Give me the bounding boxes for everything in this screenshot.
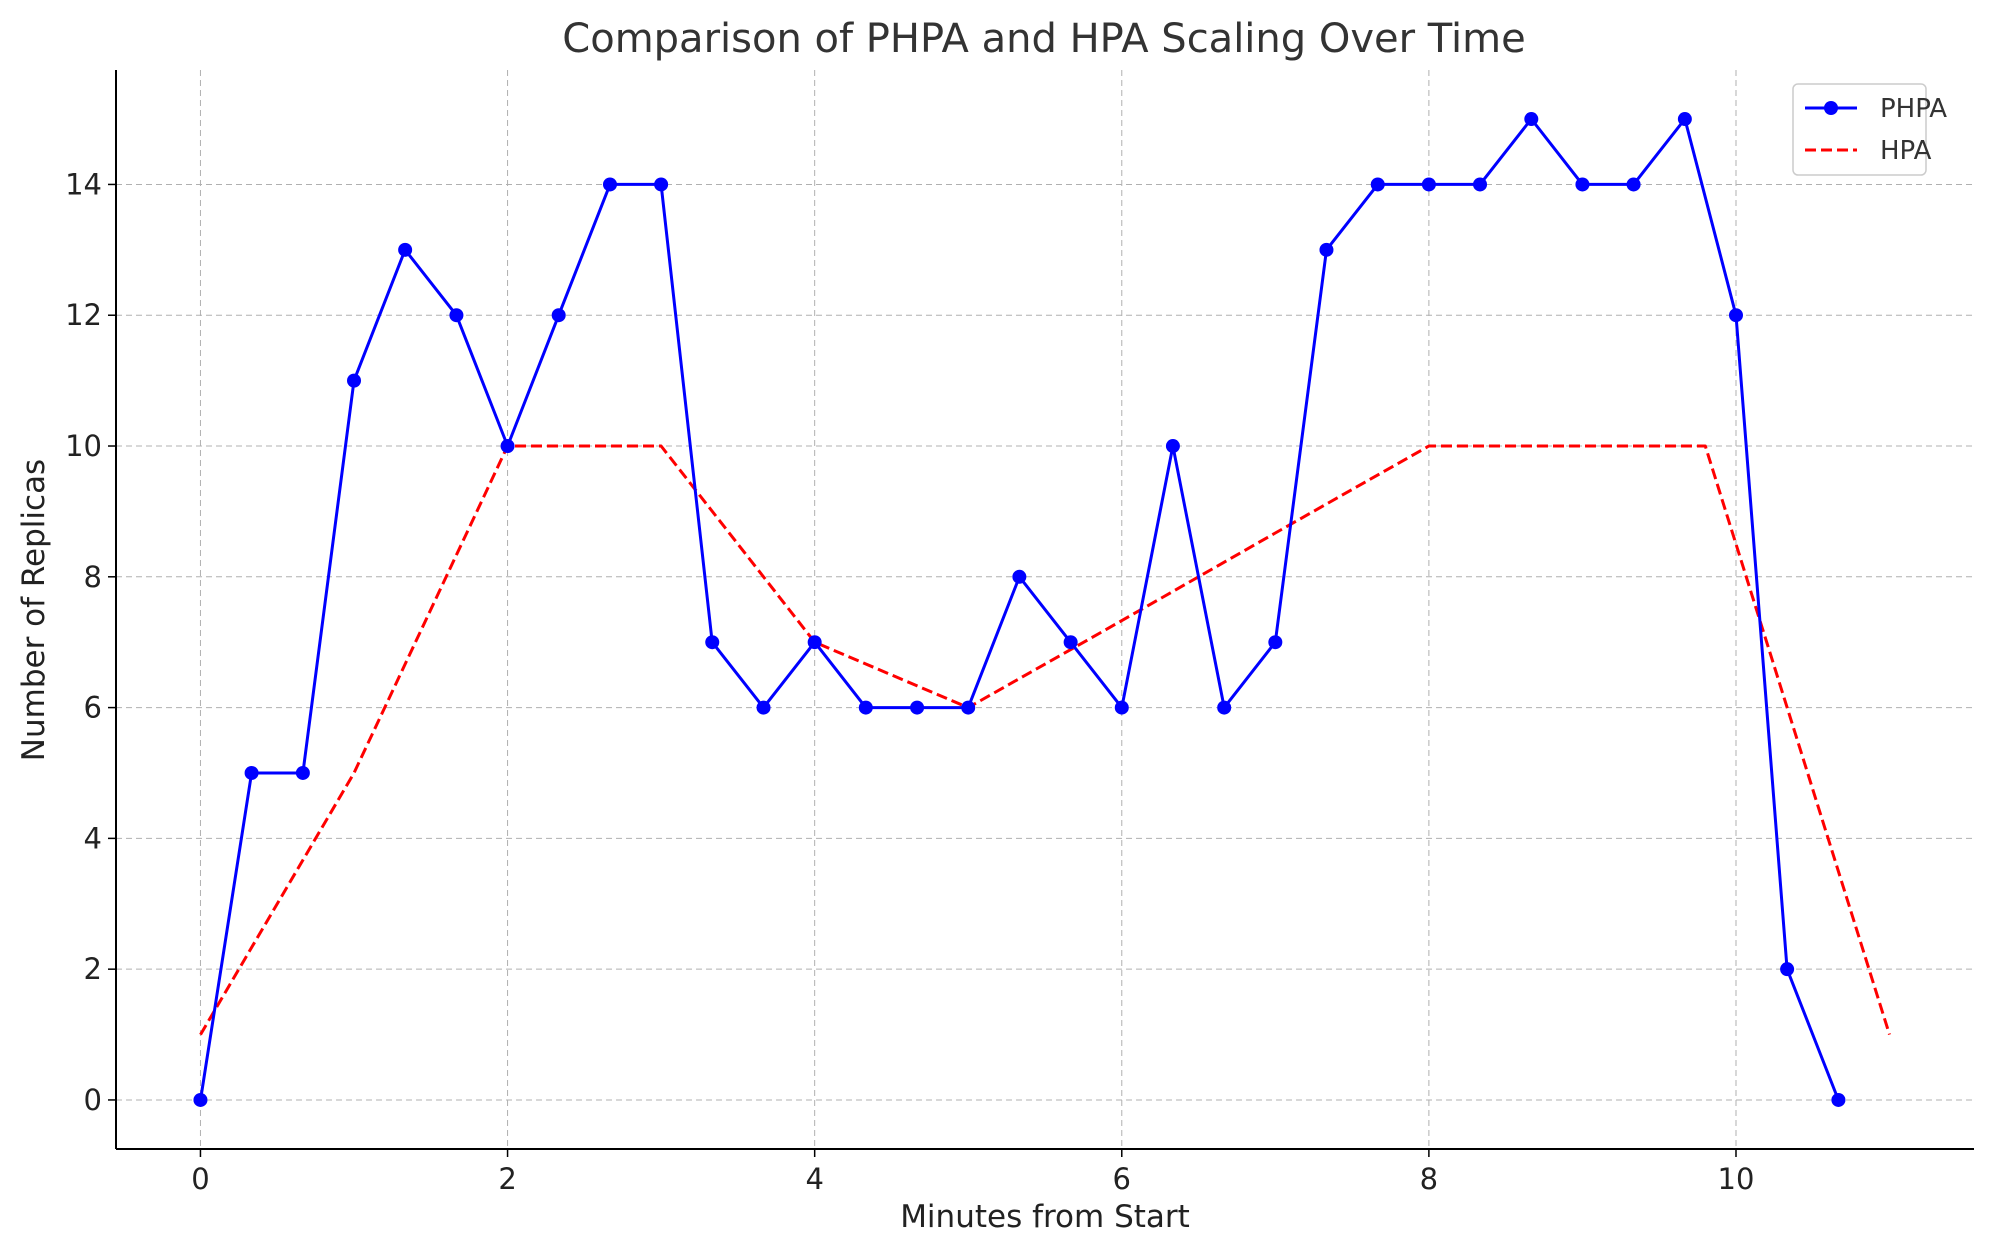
x-tick-label: 8: [1420, 1162, 1438, 1196]
series-phpa-point: [244, 765, 259, 780]
x-tick-label: 0: [191, 1162, 209, 1196]
legend-phpa-marker: [1824, 101, 1838, 115]
series-phpa-point: [398, 242, 413, 257]
series-layer: [193, 112, 1891, 1107]
series-phpa-point: [347, 373, 362, 388]
series-phpa-point: [1012, 569, 1027, 584]
x-tick-label: 6: [1113, 1162, 1131, 1196]
series-phpa-point: [1114, 700, 1129, 715]
series-phpa-point: [1728, 308, 1743, 323]
x-tick-label: 2: [498, 1162, 516, 1196]
series-phpa-point: [1677, 112, 1692, 127]
legend: PHPA HPA: [1792, 83, 1947, 176]
series-phpa-point: [295, 765, 310, 780]
series-phpa-point: [1524, 112, 1539, 127]
series-hpa: [199, 444, 1891, 1036]
series-phpa-point: [654, 177, 669, 192]
series-phpa-point: [1370, 177, 1385, 192]
y-tick-label: 14: [65, 167, 102, 201]
series-phpa-point: [1831, 1092, 1846, 1107]
series-phpa-point: [705, 635, 720, 650]
series-phpa: [193, 112, 1846, 1107]
y-tick-label: 12: [65, 298, 102, 332]
series-phpa-point: [756, 700, 771, 715]
series-phpa-point: [1780, 962, 1795, 977]
series-phpa-point: [449, 308, 464, 323]
series-phpa-point: [1319, 242, 1334, 257]
series-phpa-point: [551, 308, 566, 323]
series-phpa-point: [1626, 177, 1641, 192]
x-tick-label: 4: [805, 1162, 823, 1196]
y-tick-label: 6: [84, 691, 102, 725]
legend-phpa-label: PHPA: [1880, 94, 1947, 124]
series-phpa-point: [1268, 635, 1283, 650]
legend-hpa-label: HPA: [1880, 136, 1932, 166]
series-phpa-point: [1165, 439, 1180, 454]
chart-title: Comparison of PHPA and HPA Scaling Over …: [562, 16, 1525, 62]
series-phpa-point: [1063, 635, 1078, 650]
series-phpa-point: [193, 1092, 208, 1107]
y-tick-label: 8: [84, 560, 102, 594]
series-phpa-point: [1473, 177, 1488, 192]
x-tick-label: 10: [1718, 1162, 1755, 1196]
series-phpa-point: [1217, 700, 1232, 715]
series-phpa-point: [1575, 177, 1590, 192]
series-phpa-point: [910, 700, 925, 715]
series-phpa-point: [500, 439, 515, 454]
x-ticks: 0 2 4 6 8 10: [191, 1149, 1754, 1196]
y-ticks: 0 2 4 6 8 10 12 14: [65, 167, 116, 1117]
series-phpa-point: [961, 700, 976, 715]
x-axis-label: Minutes from Start: [900, 1199, 1190, 1235]
series-phpa-point: [807, 635, 822, 650]
y-tick-label: 0: [84, 1083, 102, 1117]
series-phpa-point: [858, 700, 873, 715]
y-tick-label: 2: [84, 952, 102, 986]
series-phpa-point: [1421, 177, 1436, 192]
y-axis-label: Number of Replicas: [16, 459, 52, 761]
y-tick-label: 10: [65, 429, 102, 463]
y-tick-label: 4: [84, 821, 102, 855]
series-phpa-point: [602, 177, 617, 192]
series-phpa-line: [199, 117, 1840, 1101]
series-hpa-line: [199, 444, 1891, 1036]
